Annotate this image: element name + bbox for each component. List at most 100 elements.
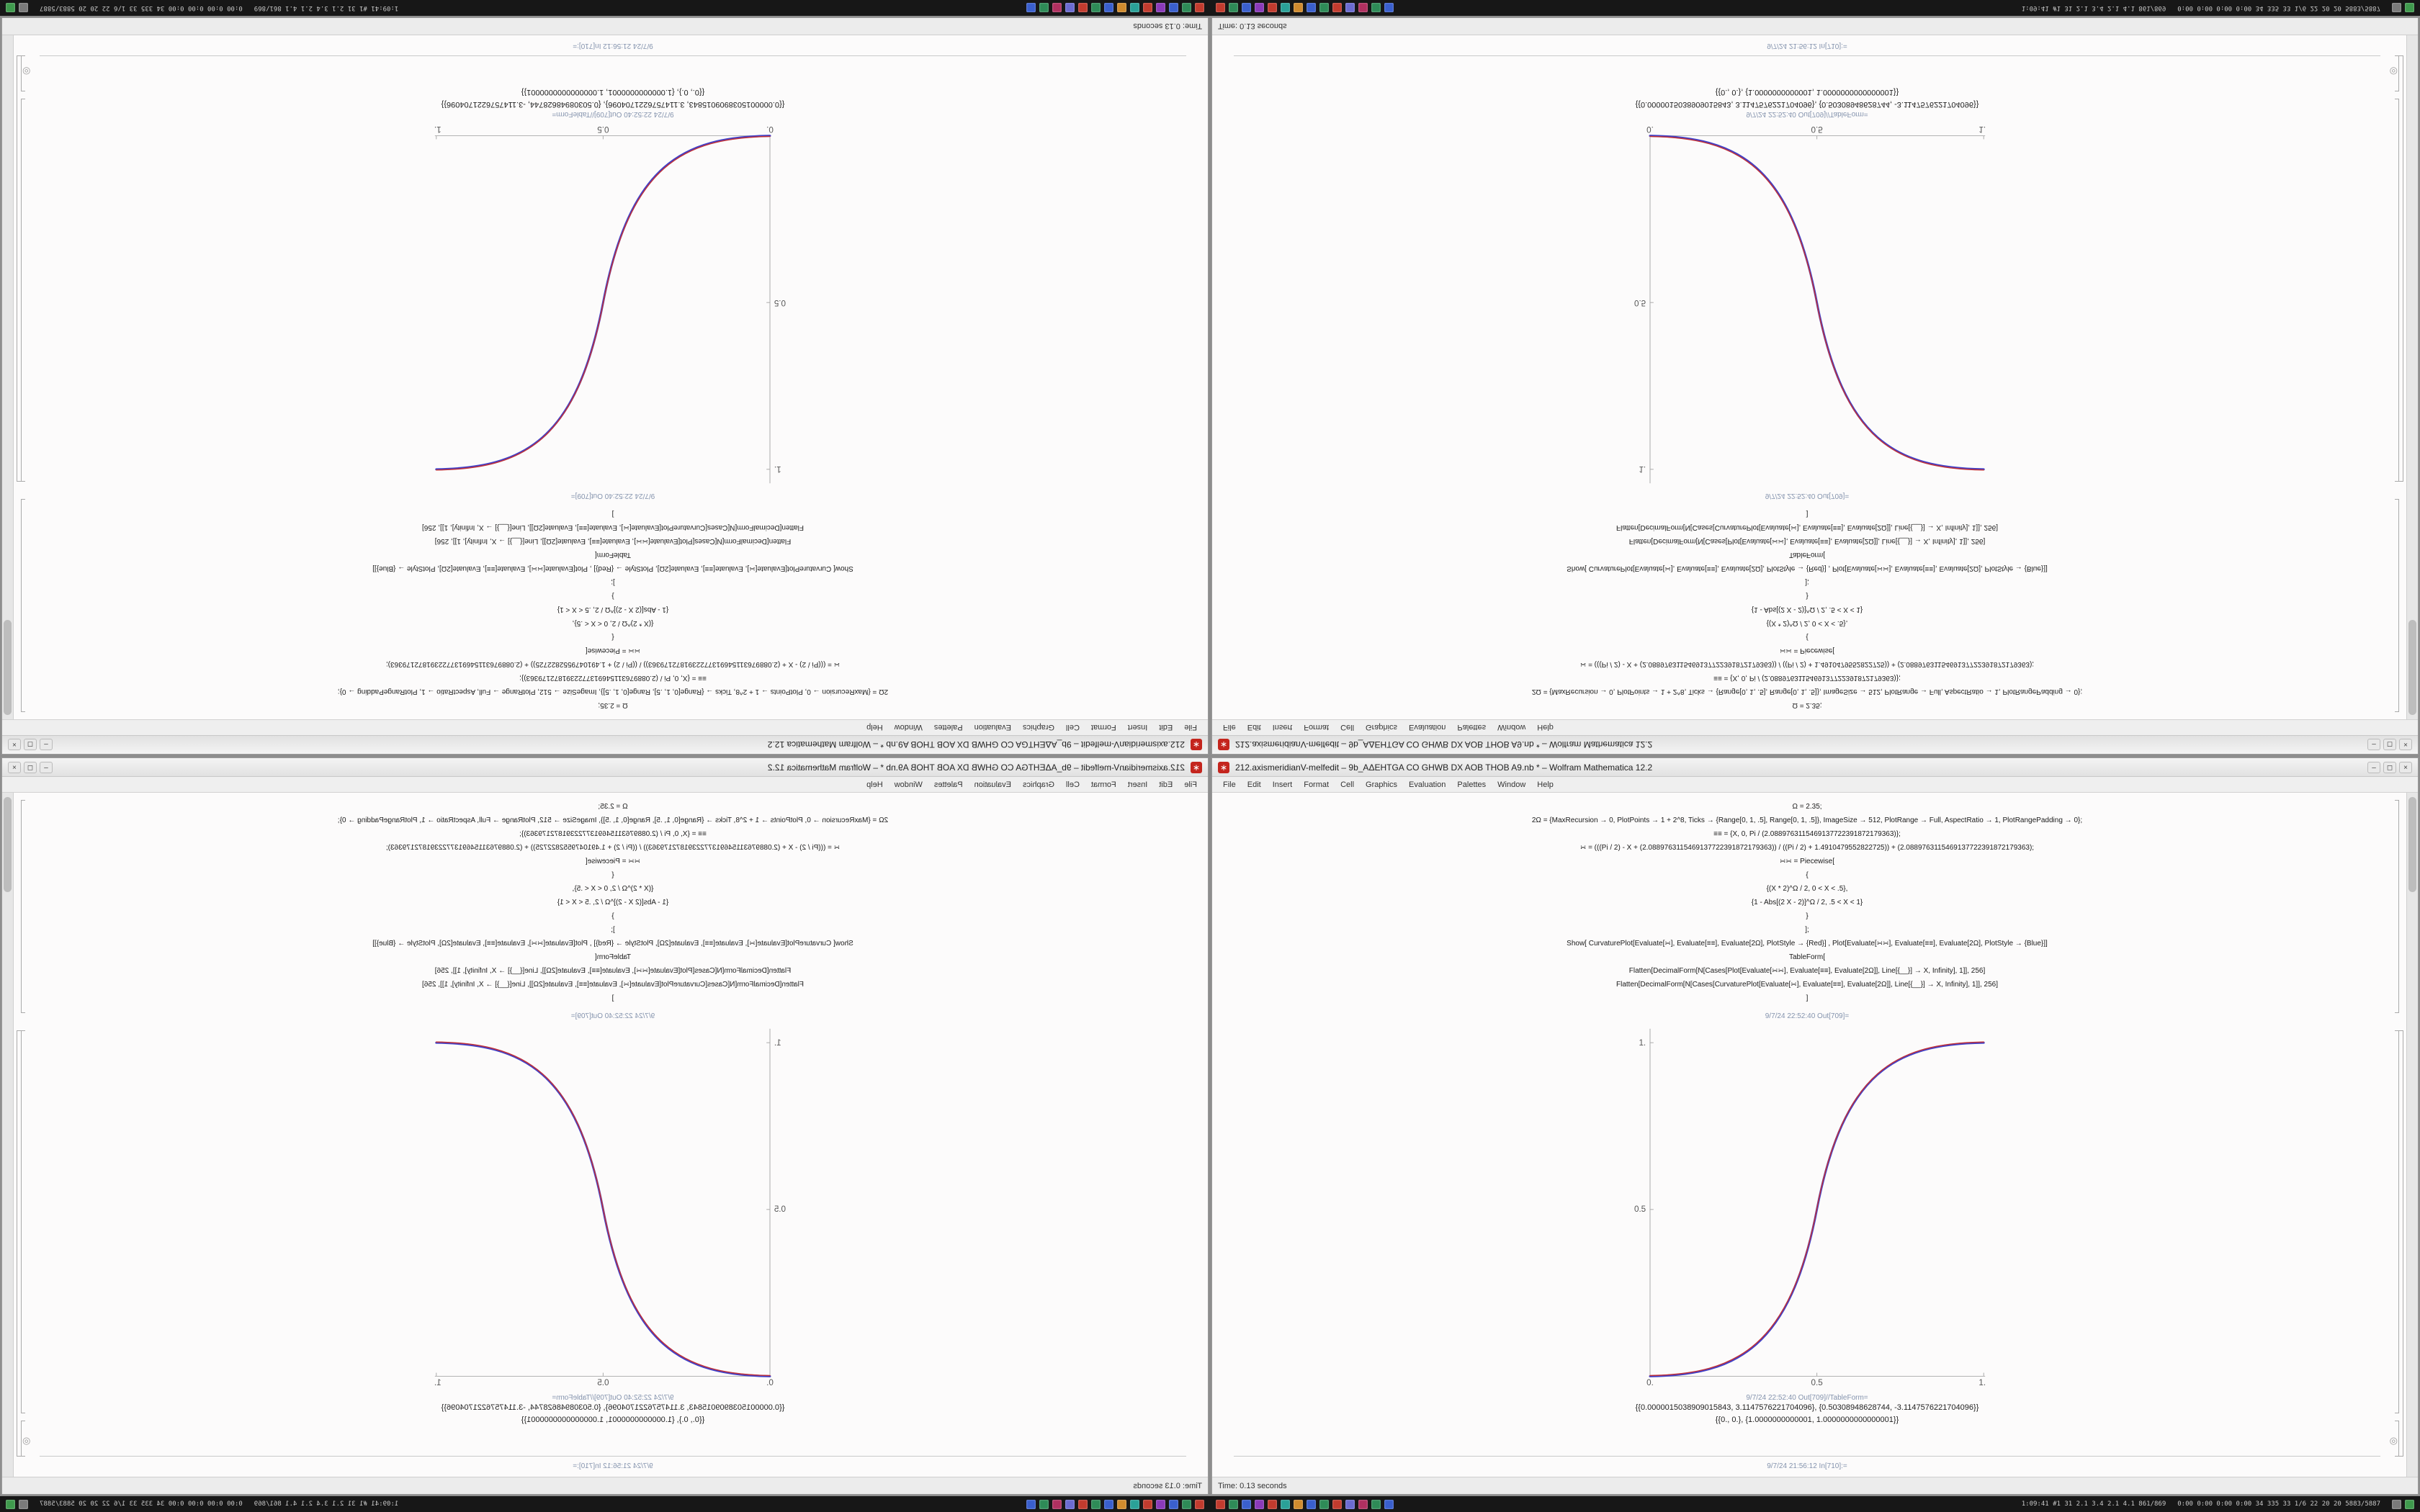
menu-item[interactable]: Evaluation xyxy=(1409,723,1446,732)
menu-item[interactable]: Palettes xyxy=(933,780,963,789)
tray-icon-green[interactable] xyxy=(2405,1499,2414,1509)
menu-item[interactable]: Evaluation xyxy=(974,780,1011,789)
tray-icon-4[interactable] xyxy=(1255,1499,1264,1509)
cell-bracket-input-group[interactable] xyxy=(21,499,25,712)
cell-bracket-table-output[interactable] xyxy=(2395,1421,2399,1457)
menu-item[interactable]: File xyxy=(1223,723,1236,732)
tray-icon-7[interactable] xyxy=(1117,1499,1126,1509)
tray-icon-9[interactable] xyxy=(1319,1499,1329,1509)
input-code-line[interactable]: Flatten[DecimalForm[N[Cases[Plot[Evaluat… xyxy=(1628,537,1986,545)
tray-icon-5[interactable] xyxy=(1268,3,1277,13)
menu-item[interactable]: Palettes xyxy=(1457,780,1487,789)
tray-icon-8[interactable] xyxy=(1104,1499,1113,1509)
menu-item[interactable]: File xyxy=(1184,723,1197,732)
cell-bracket-plot-output[interactable] xyxy=(21,99,25,482)
input-code-line[interactable]: ]; xyxy=(1805,578,1809,586)
input-code-line[interactable]: { xyxy=(1806,871,1809,879)
input-code-line[interactable]: ]; xyxy=(1805,926,1809,934)
input-code-line[interactable]: 2Ω = {MaxRecursion → 0, PlotPoints → 1 +… xyxy=(1531,816,2083,824)
tray-icon-1[interactable] xyxy=(1216,1499,1225,1509)
tray-icon-green[interactable] xyxy=(6,3,15,13)
input-code-line[interactable]: } xyxy=(1806,912,1809,920)
maximize-button[interactable]: ◻ xyxy=(24,761,37,773)
tray-icon-11[interactable] xyxy=(1345,3,1355,13)
menu-item[interactable]: Window xyxy=(894,780,923,789)
tray-icon-12[interactable] xyxy=(1052,1499,1062,1509)
input-code-line[interactable]: ]; xyxy=(611,926,615,934)
menu-item[interactable]: Cell xyxy=(1065,723,1080,732)
input-code-line[interactable]: Show[ CurvaturePlot[Evaluate[∺], Evaluat… xyxy=(372,940,853,948)
minimize-button[interactable]: – xyxy=(40,761,53,773)
cell-bracket-output-group[interactable] xyxy=(2399,1030,2403,1457)
input-code-line[interactable]: } xyxy=(611,592,614,600)
tray-icon-7[interactable] xyxy=(1117,3,1126,13)
menu-item[interactable]: Insert xyxy=(1272,780,1293,789)
tray-icon-9[interactable] xyxy=(1091,1499,1101,1509)
cell-insertion-bar[interactable] xyxy=(1234,55,2380,56)
menu-item[interactable]: Insert xyxy=(1127,780,1148,789)
tray-icon-14[interactable] xyxy=(1384,3,1394,13)
tray-icon-5[interactable] xyxy=(1268,1499,1277,1509)
tray-icon-4[interactable] xyxy=(1156,1499,1165,1509)
minimize-button[interactable]: – xyxy=(2367,761,2380,773)
tray-icon-9[interactable] xyxy=(1319,3,1329,13)
tray-icon-5[interactable] xyxy=(1143,3,1152,13)
tray-icon-gray[interactable] xyxy=(2392,3,2401,13)
input-code-line[interactable]: } xyxy=(611,912,614,920)
tray-icon-gray[interactable] xyxy=(2392,1499,2401,1509)
cell-bracket-output-group[interactable] xyxy=(2399,55,2403,482)
input-code-line[interactable]: ] xyxy=(611,994,614,1002)
input-code-line[interactable]: ] xyxy=(1806,510,1809,518)
input-code-line[interactable]: {(X * 2)^Ω / 2, 0 < X < .5}, xyxy=(1766,619,1848,627)
menu-item[interactable]: Edit xyxy=(1247,723,1261,732)
tray-icon-2[interactable] xyxy=(1182,1499,1191,1509)
vertical-scrollbar[interactable] xyxy=(2,35,14,719)
window-titlebar[interactable]: ∗ 212.axismeridianV-melfedit – 9b_AΔEHTG… xyxy=(2,735,1208,754)
cell-bracket-output-group[interactable] xyxy=(17,55,21,482)
notebook-content[interactable]: Ω = 2.35; 2Ω = {MaxRecursion → 0, PlotPoi… xyxy=(1212,35,2418,719)
cell-insertion-bar[interactable] xyxy=(1234,1456,2380,1457)
minimize-button[interactable]: – xyxy=(2367,739,2380,751)
menu-item[interactable]: File xyxy=(1223,780,1236,789)
window-titlebar[interactable]: ∗ 212.axismeridianV-melfedit – 9b_AΔEHTG… xyxy=(1212,735,2418,754)
input-code-line[interactable]: Ω = 2.35; xyxy=(598,803,628,811)
menu-item[interactable]: Edit xyxy=(1247,780,1261,789)
tray-icon-11[interactable] xyxy=(1065,1499,1075,1509)
menu-item[interactable]: Window xyxy=(1497,780,1526,789)
tray-icon-3[interactable] xyxy=(1169,3,1178,13)
tray-icon-12[interactable] xyxy=(1358,1499,1368,1509)
input-code-line[interactable]: ∺ = (((Pi / 2) - X + (2.0889763115469137… xyxy=(1579,844,2035,852)
input-code-line[interactable]: ] xyxy=(1806,994,1809,1002)
input-code-line[interactable]: 2Ω = {MaxRecursion → 0, PlotPoints → 1 +… xyxy=(1531,688,2083,696)
input-code-line[interactable]: {(X * 2)^Ω / 2, 0 < X < .5}, xyxy=(572,885,654,893)
tray-icon-5[interactable] xyxy=(1143,1499,1152,1509)
input-code-line[interactable]: Flatten[DecimalForm[N[Cases[CurvaturePlo… xyxy=(422,523,804,531)
tray-icon-8[interactable] xyxy=(1307,3,1316,13)
menu-item[interactable]: Window xyxy=(1497,723,1526,732)
input-code-line[interactable]: Flatten[DecimalForm[N[Cases[CurvaturePlo… xyxy=(1616,981,1998,989)
notebook-content[interactable]: Ω = 2.35; 2Ω = {MaxRecursion → 0, PlotPoi… xyxy=(1212,793,2418,1477)
tray-icon-1[interactable] xyxy=(1195,1499,1204,1509)
minimize-button[interactable]: – xyxy=(40,739,53,751)
input-code-line[interactable]: ∺ = (((Pi / 2) - X + (2.0889763115469137… xyxy=(385,844,841,852)
input-code-line[interactable]: ≡≡ = {X, 0, Pi / (2.08897631154691377223… xyxy=(519,830,707,838)
close-button[interactable]: × xyxy=(8,739,21,751)
input-code-line[interactable]: ≡≡ = {X, 0, Pi / (2.08897631154691377223… xyxy=(1713,830,1901,838)
input-code-line[interactable]: Flatten[DecimalForm[N[Cases[CurvaturePlo… xyxy=(1616,523,1998,531)
input-code-line[interactable]: ] xyxy=(611,510,614,518)
input-code-line[interactable]: TableForm[ xyxy=(595,953,632,961)
input-code-line[interactable]: TableForm[ xyxy=(1788,953,1825,961)
input-code-line[interactable]: Show[ CurvaturePlot[Evaluate[∺], Evaluat… xyxy=(1567,940,2048,948)
input-code-line[interactable]: ∺∺ = Piecewise[ xyxy=(1780,647,1834,654)
tray-icon-gray[interactable] xyxy=(19,3,28,13)
menu-item[interactable]: Palettes xyxy=(1457,723,1487,732)
tray-icon-8[interactable] xyxy=(1307,1499,1316,1509)
tray-icon-11[interactable] xyxy=(1065,3,1075,13)
menu-item[interactable]: Help xyxy=(1537,780,1554,789)
menu-item[interactable]: Edit xyxy=(1159,780,1173,789)
tray-icon-13[interactable] xyxy=(1371,3,1381,13)
input-code-line[interactable]: { xyxy=(1806,633,1809,641)
input-code-line[interactable]: Show[ CurvaturePlot[Evaluate[∺], Evaluat… xyxy=(372,564,853,572)
input-code-line[interactable]: 2Ω = {MaxRecursion → 0, PlotPoints → 1 +… xyxy=(337,816,889,824)
tray-icon-10[interactable] xyxy=(1078,3,1088,13)
